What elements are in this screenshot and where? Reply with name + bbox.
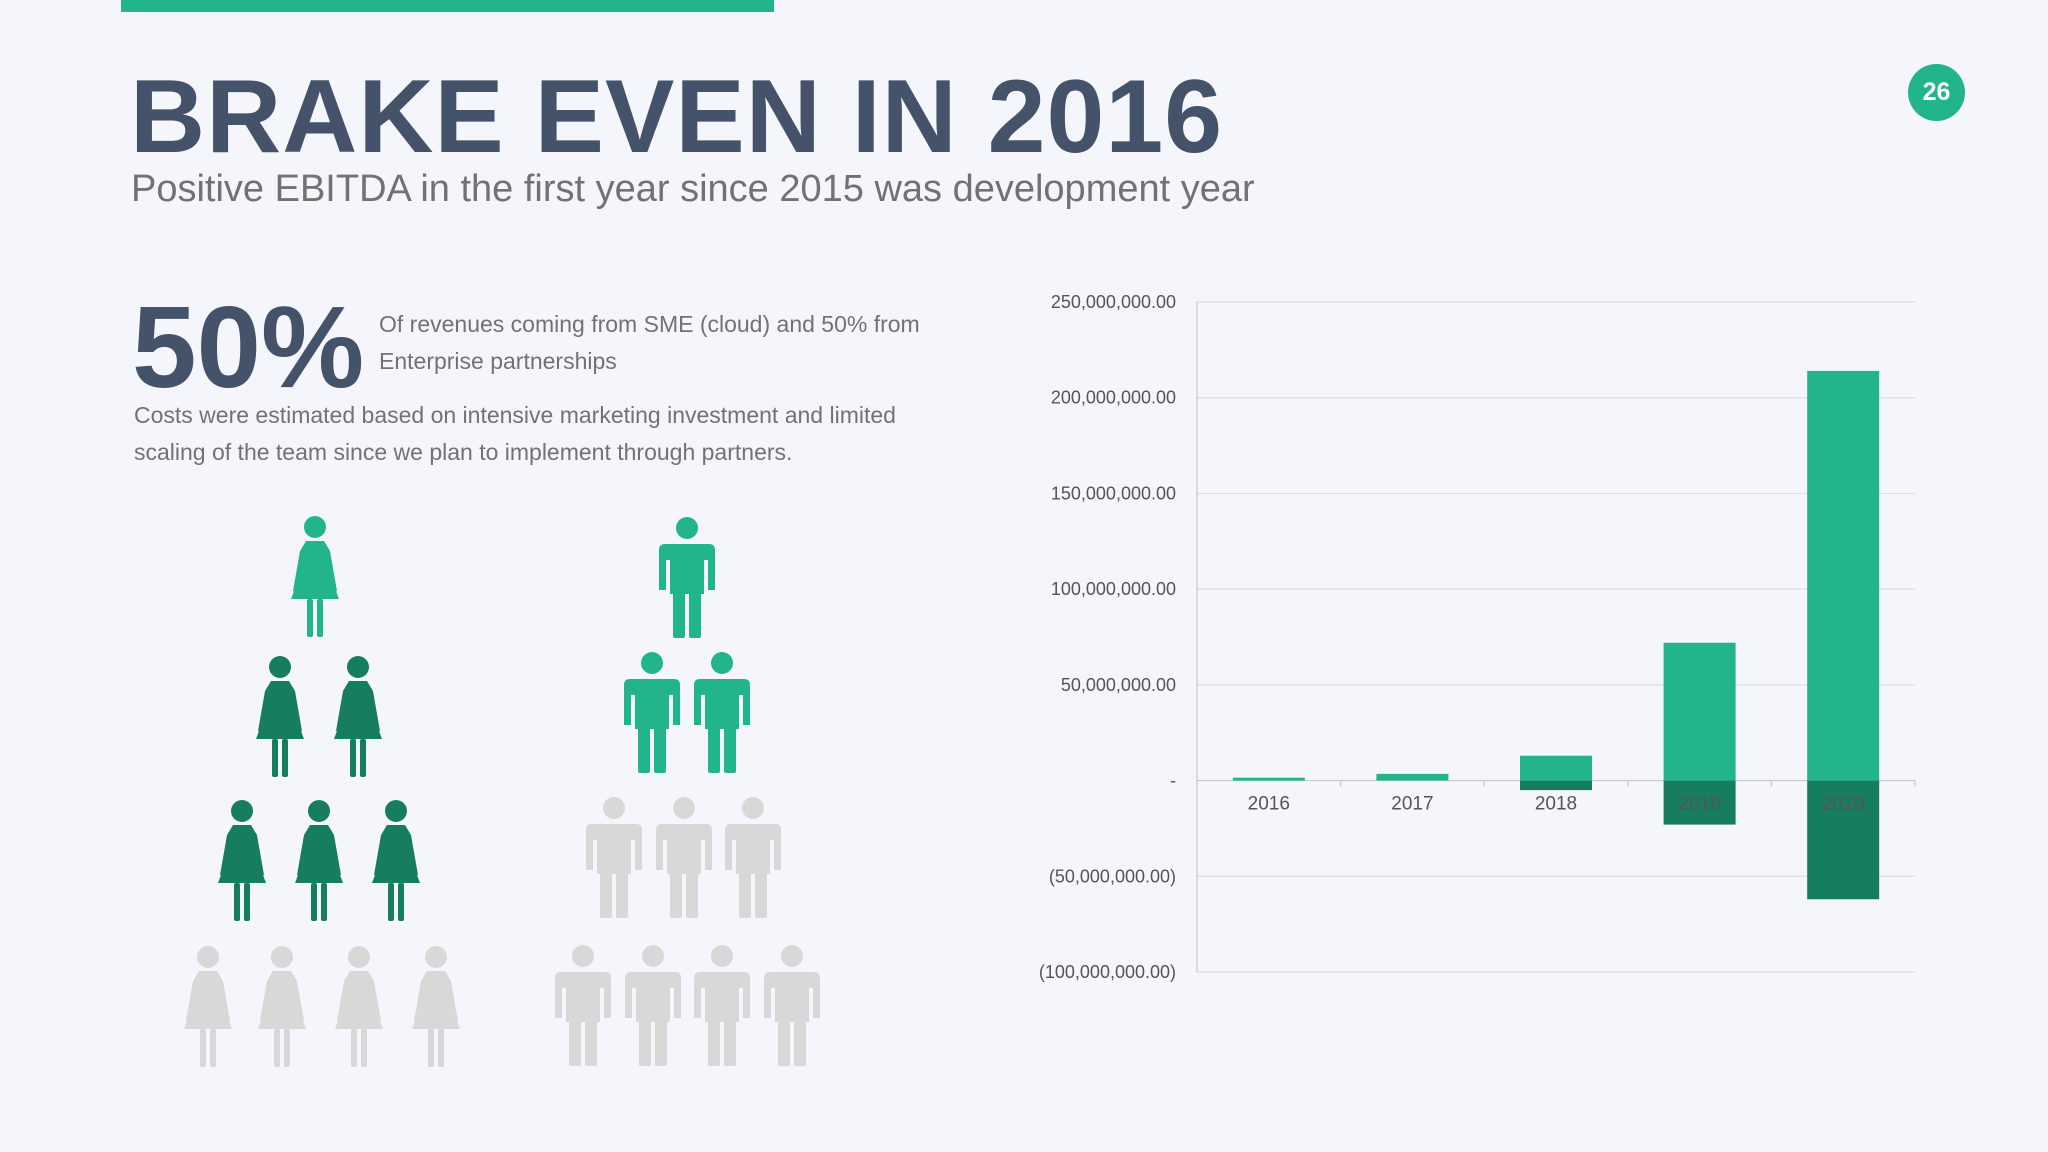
percentage-caption: Of revenues coming from SME (cloud) and … [379,311,920,374]
x-category-label: 2019 [1678,794,1720,815]
slide-title: BRAKE EVEN IN 2016 [130,59,1224,175]
bar-positive [1663,642,1736,781]
y-tick-label: 250,000,000.00 [1051,292,1176,312]
bar-negative [1807,780,1880,900]
y-tick-label: 50,000,000.00 [1061,675,1176,695]
x-category-label: 2016 [1248,794,1290,815]
y-tick-label: - [1170,771,1176,791]
bar-positive [1232,777,1305,781]
y-tick-label: 100,000,000.00 [1051,579,1176,599]
slide-subtitle: Positive EBITDA in the first year since … [131,168,1255,210]
page-number-badge: 26 [1908,64,1965,121]
x-category-label: 2017 [1391,794,1433,815]
top-accent-bar [121,0,774,12]
x-category-label: 2018 [1535,794,1577,815]
bar-positive [1520,755,1592,781]
costs-note: Costs were estimated based on intensive … [134,402,896,465]
x-category-label: 2020 [1822,794,1864,815]
y-tick-label: (100,000,000.00) [1039,962,1176,982]
bar-negative [1663,780,1736,825]
bar-negative [1520,780,1592,791]
bar-positive [1376,773,1449,781]
bar-positive [1807,370,1880,781]
y-tick-label: 200,000,000.00 [1051,388,1176,408]
big-percentage: 50% [132,282,365,412]
y-tick-label: (50,000,000.00) [1049,866,1176,886]
y-tick-label: 150,000,000.00 [1051,483,1176,503]
